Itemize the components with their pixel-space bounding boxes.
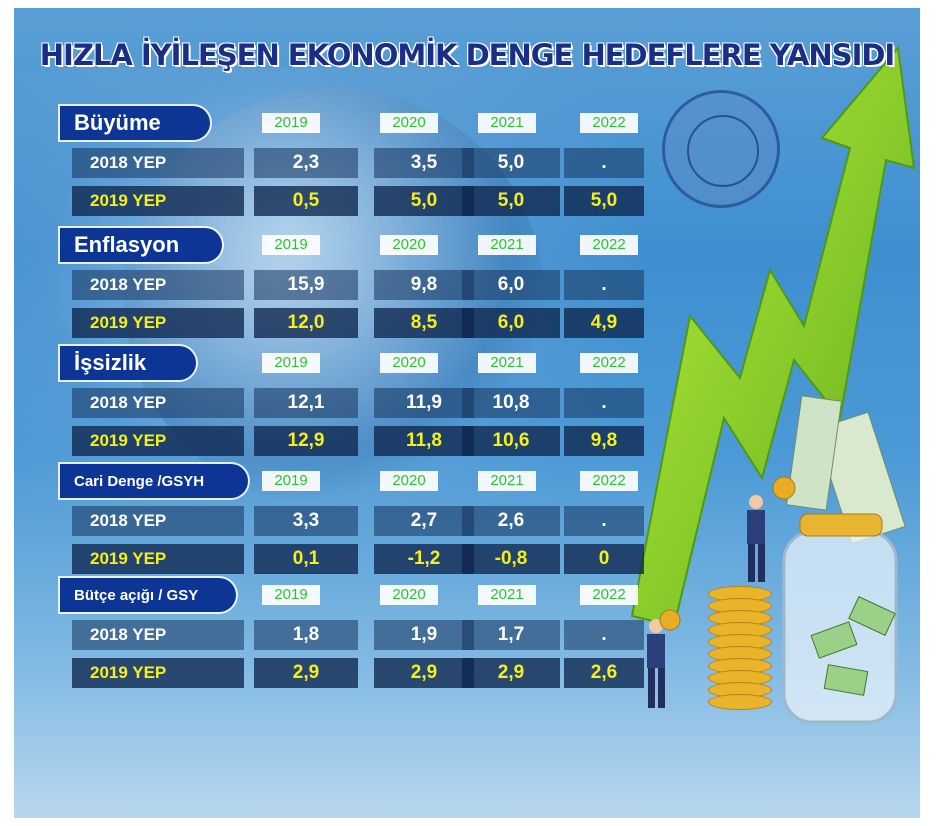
year-header: 2022 <box>580 113 638 133</box>
table-cell: . <box>564 388 644 418</box>
table-cell: 11,8 <box>374 426 474 456</box>
row-label: 2019 YEP <box>72 308 244 338</box>
table-cell: 2,9 <box>254 658 358 688</box>
table-cell: 9,8 <box>564 426 644 456</box>
row-label: 2019 YEP <box>72 186 244 216</box>
section-label: İşsizlik <box>60 346 196 380</box>
table-cell: 8,5 <box>374 308 474 338</box>
table-cell: 15,9 <box>254 270 358 300</box>
table-cell: 1,7 <box>462 620 560 650</box>
year-header: 2020 <box>380 353 438 373</box>
year-header: 2021 <box>478 235 536 255</box>
year-header: 2021 <box>478 353 536 373</box>
table-cell: 9,8 <box>374 270 474 300</box>
table-cell: . <box>564 148 644 178</box>
table-cell: 4,9 <box>564 308 644 338</box>
table-cell: -1,2 <box>374 544 474 574</box>
year-header: 2022 <box>580 353 638 373</box>
table-cell: 2,9 <box>374 658 474 688</box>
infographic-frame: HIZLA İYİLEŞEN EKONOMİK DENGE HEDEFLERE … <box>14 8 920 818</box>
table-cell: 12,1 <box>254 388 358 418</box>
table-cell: 5,0 <box>462 186 560 216</box>
table-cell: 5,0 <box>564 186 644 216</box>
row-label: 2018 YEP <box>72 620 244 650</box>
table-cell: 12,0 <box>254 308 358 338</box>
table-cell: 6,0 <box>462 308 560 338</box>
table-cell: 1,8 <box>254 620 358 650</box>
year-header: 2019 <box>262 113 320 133</box>
year-header: 2021 <box>478 585 536 605</box>
table-cell: 3,5 <box>374 148 474 178</box>
table-cell: 2,6 <box>564 658 644 688</box>
table-cell: . <box>564 506 644 536</box>
row-label: 2018 YEP <box>72 148 244 178</box>
section-label: Enflasyon <box>60 228 222 262</box>
table-cell: 2,6 <box>462 506 560 536</box>
table-cell: 2,9 <box>462 658 560 688</box>
table-cell: 3,3 <box>254 506 358 536</box>
row-label: 2019 YEP <box>72 658 244 688</box>
ministry-seal-logo <box>662 90 780 208</box>
row-label: 2018 YEP <box>72 270 244 300</box>
table-cell: 5,0 <box>374 186 474 216</box>
year-header: 2022 <box>580 585 638 605</box>
table-cell: 10,8 <box>462 388 560 418</box>
section-label: Bütçe açığı / GSY <box>60 578 236 612</box>
year-header: 2019 <box>262 353 320 373</box>
table-cell: 0,5 <box>254 186 358 216</box>
year-header: 2020 <box>380 113 438 133</box>
row-label: 2019 YEP <box>72 426 244 456</box>
year-header: 2021 <box>478 113 536 133</box>
table-cell: 0,1 <box>254 544 358 574</box>
year-header: 2019 <box>262 585 320 605</box>
section-label: Büyüme <box>60 106 210 140</box>
year-header: 2019 <box>262 471 320 491</box>
table-cell: . <box>564 620 644 650</box>
table-cell: 0 <box>564 544 644 574</box>
row-label: 2018 YEP <box>72 388 244 418</box>
year-header: 2020 <box>380 585 438 605</box>
table-cell: 10,6 <box>462 426 560 456</box>
table-cell: 12,9 <box>254 426 358 456</box>
row-label: 2019 YEP <box>72 544 244 574</box>
year-header: 2020 <box>380 235 438 255</box>
table-cell: 5,0 <box>462 148 560 178</box>
table-cell: 11,9 <box>374 388 474 418</box>
table-cell: 1,9 <box>374 620 474 650</box>
seal-key-emblem <box>687 115 759 187</box>
page-title: HIZLA İYİLEŞEN EKONOMİK DENGE HEDEFLERE … <box>39 38 895 72</box>
table-cell: 2,7 <box>374 506 474 536</box>
year-header: 2021 <box>478 471 536 491</box>
table-cell: 2,3 <box>254 148 358 178</box>
year-header: 2020 <box>380 471 438 491</box>
table-cell: 6,0 <box>462 270 560 300</box>
year-header: 2019 <box>262 235 320 255</box>
table-cell: -0,8 <box>462 544 560 574</box>
table-cell: . <box>564 270 644 300</box>
year-header: 2022 <box>580 235 638 255</box>
year-header: 2022 <box>580 471 638 491</box>
section-label: Cari Denge /GSYH <box>60 464 248 498</box>
row-label: 2018 YEP <box>72 506 244 536</box>
growth-arrow-illustration <box>630 45 916 724</box>
